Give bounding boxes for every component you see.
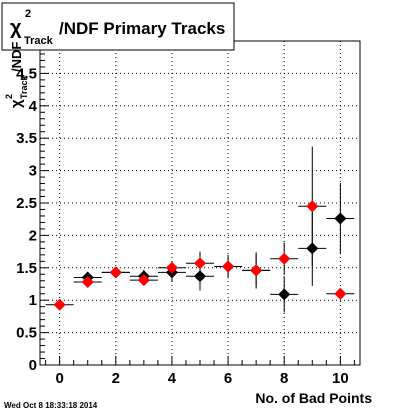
- data-point: [109, 266, 122, 279]
- y-tick-label: 1: [29, 292, 37, 309]
- data-point: [81, 276, 94, 289]
- x-tick-label: 2: [112, 370, 120, 387]
- data-point: [250, 264, 263, 277]
- ylabel-subscript: Track: [19, 74, 29, 99]
- x-tick-label: 8: [280, 370, 288, 387]
- title-superscript: 2: [25, 8, 31, 20]
- chart-title: χ 2 Track /NDF Primary Tracks: [1, 2, 235, 51]
- footer-timestamp: Wed Oct 8 18:33:18 2014: [4, 401, 98, 410]
- data-point: [334, 287, 347, 300]
- data-point: [165, 261, 178, 274]
- y-axis-title: χ 2 Track /NDF: [4, 42, 29, 108]
- data-point: [306, 200, 319, 213]
- data-series: [45, 146, 355, 313]
- y-tick-label: 3.5: [16, 130, 37, 147]
- title-text: /NDF Primary Tracks: [59, 19, 225, 38]
- title-subscript: Track: [24, 35, 54, 47]
- x-tick-label: 4: [168, 370, 177, 387]
- y-tick-label: 4.5: [16, 65, 37, 82]
- data-point: [137, 274, 150, 287]
- data-point: [194, 270, 206, 283]
- x-axis-title: No. of Bad Points: [255, 390, 372, 406]
- data-point: [222, 260, 235, 273]
- y-tick-label: 2: [29, 227, 37, 244]
- y-tick-label: 1.5: [16, 260, 37, 277]
- data-point: [194, 257, 206, 270]
- x-tick-label: 0: [55, 370, 63, 387]
- data-point: [278, 252, 291, 265]
- y-tick-label: 0.5: [16, 325, 37, 342]
- y-tick-label: 2.5: [16, 195, 37, 212]
- axis-ticks: 0 2 4 6 8 10 0 0.5 1 1.5 2 2.5 3 3.5 4 4.5: [16, 46, 355, 387]
- ylabel-chi-symbol: χ: [8, 99, 25, 108]
- data-point: [278, 288, 291, 301]
- x-tick-label: 6: [224, 370, 232, 387]
- series-1: [45, 146, 355, 311]
- ylabel-superscript: 2: [4, 94, 14, 99]
- svg-text:χ: χ: [10, 17, 22, 39]
- y-tick-label: 3: [29, 163, 37, 180]
- data-point: [53, 298, 66, 311]
- y-tick-label: 4: [29, 98, 38, 115]
- data-point: [334, 212, 347, 225]
- ylabel-text: /NDF: [9, 42, 24, 72]
- y-tick-label: 0: [29, 357, 37, 374]
- title-chi-symbol: χ: [10, 17, 22, 39]
- x-tick-label: 10: [332, 370, 349, 387]
